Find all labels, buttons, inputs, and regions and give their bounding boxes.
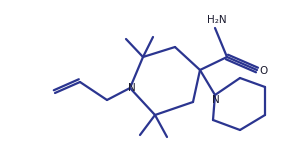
Text: N: N [128,83,136,93]
Text: N: N [212,95,220,105]
Text: O: O [260,66,268,76]
Text: H₂N: H₂N [207,15,227,25]
